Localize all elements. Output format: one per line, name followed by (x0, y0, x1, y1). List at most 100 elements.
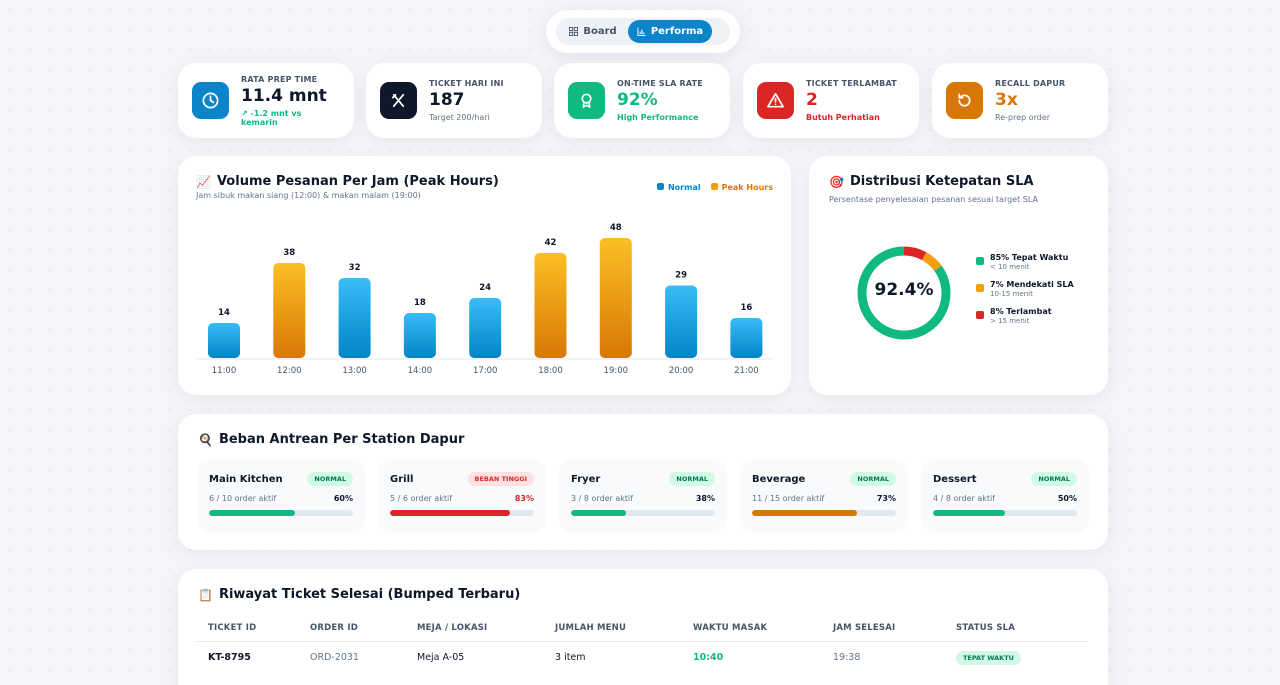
progress-fill (933, 510, 1005, 516)
clock-icon (192, 82, 229, 119)
sla-title: 🎯 Distribusi Ketepatan SLA (829, 174, 1088, 189)
donut-center-value: 92.4% (874, 280, 934, 300)
x-tick-label: 17:00 (473, 366, 498, 376)
table-location: Meja A-05 (417, 652, 465, 663)
station-name: Beverage (752, 473, 806, 485)
bar-value-label: 24 (479, 283, 491, 293)
station-pct: 38% (695, 494, 715, 503)
station-fryer[interactable]: Fryer NORMAL 3 / 8 order aktif 38% (559, 460, 727, 532)
column-header: JAM SELESAI (821, 617, 944, 642)
x-tick-label: 13:00 (342, 366, 367, 376)
bar-normal[interactable] (730, 318, 763, 358)
x-tick-label: 19:00 (604, 366, 629, 376)
column-header: JUMLAH MENU (543, 617, 681, 642)
bar-value-label: 48 (610, 223, 622, 233)
kpi-sub: Re-prep order (995, 113, 1051, 122)
chart-increasing-icon: 📈 (196, 174, 211, 189)
view-toggle: Board Performa (546, 10, 740, 53)
bar-value-label: 18 (414, 298, 426, 308)
progress-bar (390, 510, 534, 516)
bar-value-label: 16 (740, 303, 752, 313)
bar-value-label: 38 (283, 248, 295, 258)
bar-peak[interactable] (273, 263, 306, 358)
status-badge: NORMAL (850, 472, 896, 486)
kpi-sub-text: -1.2 mnt vs kemarin (241, 108, 302, 127)
bar-normal[interactable] (665, 285, 698, 359)
menu-count: 3 item (555, 652, 586, 663)
station-title-text: Beban Antrean Per Station Dapur (218, 432, 465, 447)
history-table: TICKET ID ORDER ID MEJA / LOKASI JUMLAH … (196, 617, 1088, 673)
progress-bar (933, 510, 1077, 516)
kpi-card-sla-rate: ON-TIME SLA RATE 92% High Performance (554, 63, 730, 138)
target-icon: 🎯 (829, 174, 844, 189)
station-beverage[interactable]: Beverage NORMAL 11 / 15 order aktif 73% (740, 460, 908, 532)
bar-peak[interactable] (599, 238, 632, 358)
trend-icon: ↗ (241, 108, 251, 118)
progress-fill (390, 510, 510, 516)
station-pct: 73% (876, 494, 896, 503)
bar-normal[interactable] (208, 323, 240, 358)
performa-tab[interactable]: Performa (628, 20, 712, 43)
legend-normal-label: Normal (667, 183, 701, 192)
bar-normal[interactable] (338, 278, 371, 358)
kpi-sub: ↗ -1.2 mnt vs kemarin (241, 109, 340, 127)
kpi-label: RECALL DAPUR (995, 79, 1066, 88)
legend-label: 8% Terlambat (990, 307, 1052, 316)
finish-time: 19:38 (833, 652, 861, 663)
x-tick-label: 12:00 (277, 366, 302, 376)
table-header-row: TICKET ID ORDER ID MEJA / LOKASI JUMLAH … (196, 617, 1088, 642)
volume-chart-title-text: Volume Pesanan Per Jam (Peak Hours) (216, 174, 499, 189)
legend-sub: < 10 menit (990, 263, 1030, 271)
legend-sub: > 15 menit (990, 317, 1030, 325)
volume-chart-title: 📈 Volume Pesanan Per Jam (Peak Hours) (196, 174, 773, 189)
station-dessert[interactable]: Dessert NORMAL 4 / 8 order aktif 50% (921, 460, 1089, 532)
status-badge: NORMAL (307, 472, 353, 486)
kpi-value: 92% (617, 90, 658, 110)
bar-peak[interactable] (534, 253, 567, 358)
legend-swatch (976, 284, 984, 292)
legend-peak: Peak Hours (710, 183, 773, 192)
legend-swatch (976, 257, 984, 265)
chart-legend: Normal Peak Hours (656, 183, 773, 192)
board-tab-label: Board (583, 26, 617, 37)
kpi-value: 3x (995, 90, 1018, 110)
station-name: Fryer (571, 473, 601, 485)
award-icon (568, 82, 605, 119)
station-grill[interactable]: Grill BEBAN TINGGI 5 / 6 order aktif 83% (378, 460, 546, 532)
sla-status-cell: TEPAT WAKTU (944, 642, 1088, 674)
x-tick-label: 14:00 (408, 366, 433, 376)
status-badge: BEBAN TINGGI (467, 472, 534, 486)
kpi-card-prep-time: RATA PREP TIME 11.4 mnt ↗ -1.2 mnt vs ke… (178, 63, 354, 138)
history-title: 📋 Riwayat Ticket Selesai (Bumped Terbaru… (198, 587, 1088, 602)
frying-pan-icon: 🍳 (198, 432, 213, 447)
sla-legend-item: 85% Tepat Waktu < 10 menit (976, 253, 1074, 271)
station-title: 🍳 Beban Antrean Per Station Dapur (198, 432, 1088, 447)
kpi-value: 2 (806, 90, 818, 110)
legend-label: 7% Mendekati SLA (990, 280, 1074, 289)
clipboard-icon: 📋 (198, 587, 213, 602)
warning-icon (757, 82, 794, 119)
station-main-kitchen[interactable]: Main Kitchen NORMAL 6 / 10 order aktif 60% (197, 460, 365, 532)
x-tick-label: 20:00 (669, 366, 694, 376)
progress-fill (752, 510, 858, 516)
kpi-label: RATA PREP TIME (241, 74, 318, 84)
cook-time: 10:40 (693, 652, 724, 663)
station-pct: 83% (514, 494, 534, 503)
ticket-history-card: 📋 Riwayat Ticket Selesai (Bumped Terbaru… (178, 569, 1108, 685)
history-title-text: Riwayat Ticket Selesai (Bumped Terbaru) (218, 587, 521, 602)
station-name: Dessert (933, 473, 977, 485)
legend-sub: 10-15 menit (990, 290, 1033, 298)
bar-normal[interactable] (403, 313, 436, 358)
board-tab[interactable]: Board (558, 20, 628, 43)
bar-normal[interactable] (469, 298, 502, 358)
progress-fill (571, 510, 626, 516)
kpi-label: TICKET HARI INI (429, 79, 504, 88)
table-row[interactable]: KT-8795 ORD-2031 Meja A-05 3 item 10:40 … (196, 642, 1088, 674)
x-tick-label: 21:00 (734, 366, 759, 376)
legend-peak-label: Peak Hours (721, 183, 773, 192)
x-tick-label: 11:00 (212, 366, 237, 376)
donut-slice[interactable] (857, 246, 951, 340)
station-name: Grill (390, 473, 414, 485)
kpi-sub: Target 200/hari (429, 113, 490, 122)
volume-bar-chart: 14 11:00 38 12:00 32 13:00 18 14:00 24 17:00 42 18:… (196, 223, 773, 376)
